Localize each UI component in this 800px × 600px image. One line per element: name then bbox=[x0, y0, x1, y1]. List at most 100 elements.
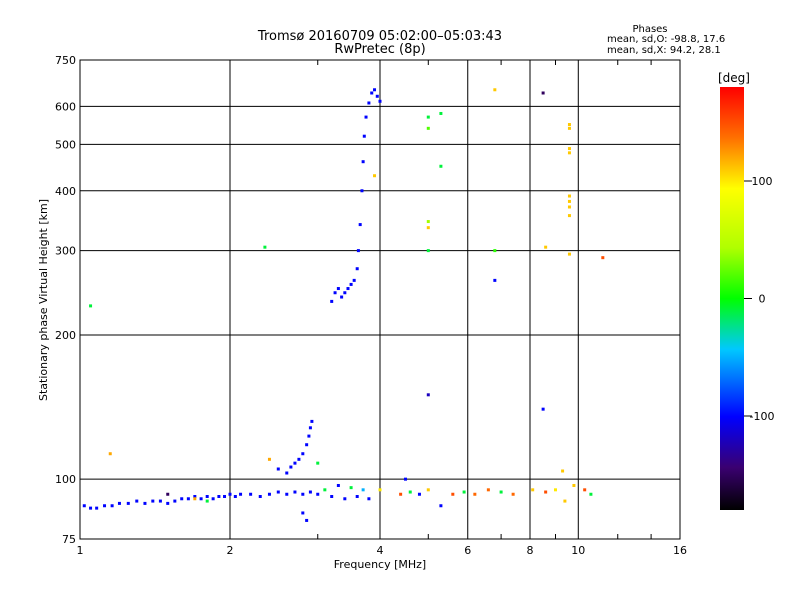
data-point bbox=[233, 494, 237, 498]
data-point bbox=[493, 88, 497, 92]
data-point bbox=[378, 99, 382, 103]
data-point bbox=[567, 151, 571, 155]
data-point bbox=[349, 486, 353, 490]
x-tick-label: 1 bbox=[77, 544, 84, 557]
data-point bbox=[589, 492, 593, 496]
data-point bbox=[473, 492, 477, 496]
data-point bbox=[426, 226, 430, 230]
data-point bbox=[561, 469, 565, 473]
data-point bbox=[361, 488, 365, 492]
data-point bbox=[541, 91, 545, 95]
data-point bbox=[285, 471, 289, 475]
data-point bbox=[135, 499, 139, 503]
data-point bbox=[310, 419, 314, 423]
data-point bbox=[330, 299, 334, 303]
x-tick-label: 6 bbox=[464, 544, 471, 557]
data-point bbox=[205, 499, 209, 503]
data-point bbox=[307, 434, 311, 438]
data-point bbox=[426, 393, 430, 397]
data-point bbox=[343, 497, 347, 501]
data-point bbox=[297, 457, 301, 461]
data-point bbox=[205, 494, 209, 498]
data-point bbox=[352, 278, 356, 282]
data-point bbox=[378, 488, 382, 492]
data-point bbox=[583, 488, 587, 492]
data-point bbox=[211, 497, 215, 501]
data-point bbox=[451, 492, 455, 496]
colorbar-tick-label: 100 bbox=[752, 175, 773, 188]
data-point bbox=[399, 492, 403, 496]
data-point bbox=[193, 494, 197, 498]
data-point bbox=[426, 126, 430, 130]
data-point bbox=[126, 501, 130, 505]
data-point bbox=[316, 461, 320, 465]
data-point bbox=[373, 88, 377, 92]
data-point bbox=[367, 497, 371, 501]
x-tick-label: 8 bbox=[527, 544, 534, 557]
data-point bbox=[117, 501, 121, 505]
data-point bbox=[439, 504, 443, 508]
x-tick-label: 4 bbox=[377, 544, 384, 557]
data-point bbox=[267, 492, 271, 496]
data-point bbox=[180, 497, 184, 501]
data-point bbox=[358, 223, 362, 227]
data-point bbox=[426, 488, 430, 492]
data-point bbox=[486, 488, 490, 492]
data-point bbox=[239, 492, 243, 496]
data-point bbox=[408, 490, 412, 494]
data-point bbox=[601, 256, 605, 260]
data-point bbox=[333, 291, 337, 295]
data-point bbox=[301, 492, 305, 496]
data-point bbox=[89, 506, 93, 510]
data-point bbox=[511, 492, 515, 496]
data-point bbox=[356, 249, 360, 253]
data-point bbox=[108, 452, 112, 456]
data-point bbox=[567, 214, 571, 218]
y-tick-label: 75 bbox=[62, 533, 76, 546]
data-point bbox=[375, 94, 379, 98]
data-point bbox=[439, 164, 443, 168]
data-point bbox=[403, 477, 407, 481]
data-point bbox=[567, 205, 571, 209]
data-point bbox=[361, 160, 365, 164]
data-point bbox=[308, 426, 312, 430]
data-point bbox=[305, 443, 309, 447]
data-point bbox=[417, 492, 421, 496]
data-point bbox=[349, 282, 353, 286]
data-point bbox=[567, 126, 571, 130]
y-tick-label: 100 bbox=[55, 473, 76, 486]
data-point bbox=[426, 115, 430, 119]
data-point bbox=[173, 499, 177, 503]
data-point bbox=[293, 490, 297, 494]
data-point bbox=[301, 511, 305, 515]
data-point bbox=[462, 490, 466, 494]
data-point bbox=[285, 492, 289, 496]
data-point bbox=[323, 488, 327, 492]
data-point bbox=[110, 504, 114, 508]
data-point bbox=[439, 111, 443, 115]
data-point bbox=[336, 287, 340, 291]
y-axis-label: Stationary phase Virtual Height [km] bbox=[37, 199, 50, 401]
data-point bbox=[308, 490, 312, 494]
colorbar-tick-label: -100 bbox=[750, 410, 775, 423]
data-point bbox=[217, 494, 221, 498]
colorbar bbox=[720, 87, 744, 510]
data-point bbox=[355, 267, 359, 271]
data-point bbox=[301, 452, 305, 456]
data-point bbox=[567, 194, 571, 198]
axis-ticks: 1 2 4 6 8 10 16 75 100 200 300 400 500 600 750 bbox=[55, 54, 687, 557]
data-point bbox=[567, 123, 571, 127]
data-point bbox=[193, 497, 197, 501]
data-point bbox=[373, 174, 377, 178]
chart-subtitle: RwPretec (8p) bbox=[334, 42, 425, 57]
data-point bbox=[263, 245, 267, 249]
data-point bbox=[563, 499, 567, 503]
data-point bbox=[276, 490, 280, 494]
data-point bbox=[426, 249, 430, 253]
x-tick-label: 2 bbox=[227, 544, 234, 557]
data-point bbox=[355, 494, 359, 498]
data-point bbox=[544, 245, 548, 249]
data-point bbox=[370, 91, 374, 95]
y-tick-label: 500 bbox=[55, 138, 76, 151]
